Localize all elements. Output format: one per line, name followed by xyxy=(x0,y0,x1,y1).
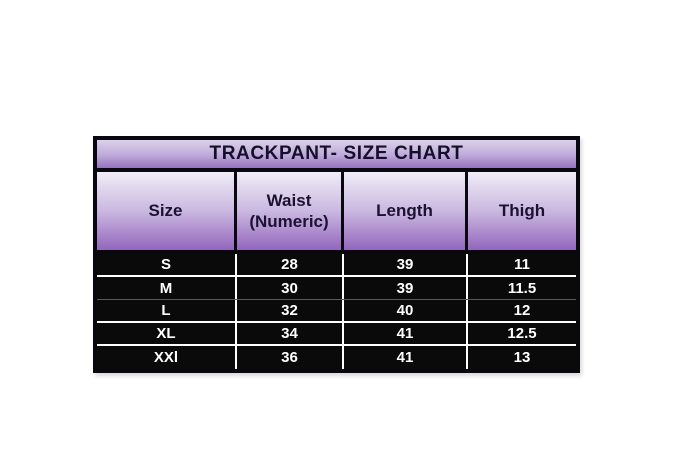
thigh-cell: 13 xyxy=(513,349,531,366)
table-body: S 28 39 11 M 30 39 11.5 L 32 40 12 XL 34… xyxy=(97,254,576,369)
length-cell: 41 xyxy=(344,323,468,344)
table-title: TRACKPANT- SIZE CHART xyxy=(97,140,576,172)
column-header-thigh: Thigh xyxy=(468,172,576,250)
table-row-xxl: XXl 36 41 13 xyxy=(97,346,576,369)
waist-cell: 34 xyxy=(237,323,344,344)
table-header-row: Size Waist (Numeric) Length Thigh xyxy=(97,172,576,254)
table-row-s: S 28 39 11 xyxy=(97,254,576,277)
length-cell: 39 xyxy=(344,254,468,275)
length-cell: 39 xyxy=(344,277,468,299)
column-header-waist: Waist (Numeric) xyxy=(237,172,344,250)
table-row-m: M 30 39 11.5 xyxy=(97,277,576,300)
waist-cell: 36 xyxy=(237,346,344,369)
table-row-l: L 32 40 12 xyxy=(97,300,576,323)
size-chart-table: TRACKPANT- SIZE CHART Size Waist (Numeri… xyxy=(93,136,580,373)
thigh-cell: 12 xyxy=(513,302,531,319)
column-header-size: Size xyxy=(97,172,237,250)
size-cell: S xyxy=(97,254,237,275)
size-cell: XXl xyxy=(97,346,237,369)
thigh-cell: 11.5 xyxy=(507,279,537,297)
column-header-length: Length xyxy=(344,172,468,250)
table-row-xl: XL 34 41 12.5 xyxy=(97,323,576,346)
size-cell: L xyxy=(97,300,237,321)
size-cell: M xyxy=(97,277,237,299)
length-cell: 40 xyxy=(344,300,468,321)
thigh-cell: 12.5 xyxy=(507,325,537,342)
length-cell: 41 xyxy=(344,346,468,369)
thigh-cell: 11 xyxy=(514,256,530,273)
size-cell: XL xyxy=(97,323,237,344)
waist-cell: 30 xyxy=(237,277,344,299)
waist-cell: 32 xyxy=(237,300,344,321)
waist-cell: 28 xyxy=(237,254,344,275)
